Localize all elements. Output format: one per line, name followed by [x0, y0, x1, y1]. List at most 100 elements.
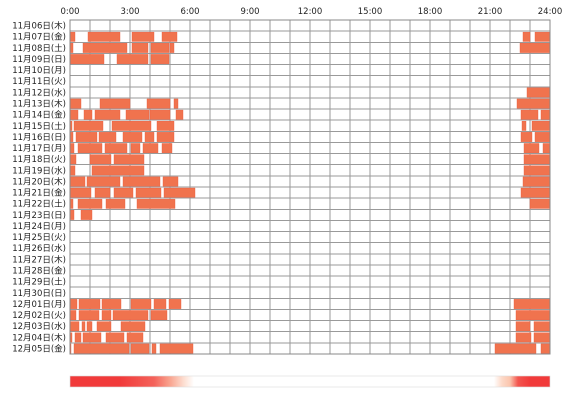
activity-bar-row26-4 — [150, 310, 168, 321]
activity-bar-row10-6 — [520, 132, 533, 142]
activity-bar-row9-4 — [521, 120, 527, 131]
activity-bar-row11-1 — [77, 143, 103, 153]
date-label: 12月03日(水) — [12, 321, 66, 332]
activity-bar-row11-3 — [130, 143, 141, 153]
date-label: 11月26日(水) — [12, 243, 66, 254]
activity-bar-row14-2 — [122, 176, 161, 187]
activity-bar-row16-4 — [529, 198, 551, 209]
activity-bar-row7-4 — [516, 98, 551, 109]
activity-bar-row15-4 — [163, 187, 196, 198]
activity-bar-row2-2 — [131, 43, 149, 53]
activity-bar-row28-3 — [105, 332, 125, 343]
x-tick-label: 18:00 — [418, 7, 443, 17]
activity-bar-row11-0 — [69, 143, 75, 153]
activity-bar-row8-1 — [83, 109, 93, 120]
x-tick-label: 12:00 — [298, 7, 323, 17]
activity-bar-row10-3 — [122, 132, 143, 142]
activity-bar-row1-4 — [522, 31, 531, 42]
activity-bar-row13-0 — [69, 165, 76, 176]
activity-bar-row7-1 — [99, 98, 131, 109]
activity-bar-row9-5 — [531, 120, 551, 131]
chart-frame — [69, 19, 551, 355]
activity-bar-row17-1 — [80, 210, 93, 220]
date-label: 11月11日(火) — [12, 77, 66, 87]
date-label: 11月13日(木) — [12, 99, 66, 110]
activity-bar-row15-0 — [69, 187, 92, 198]
activity-bar-row25-0 — [69, 299, 78, 309]
date-label: 11月10日(月) — [12, 66, 66, 76]
activity-bar-row17-0 — [69, 210, 75, 220]
date-label: 12月04日(木) — [12, 332, 66, 343]
activity-bar-row8-6 — [520, 109, 539, 120]
x-tick-label: 6:00 — [180, 7, 199, 17]
activity-bar-row10-5 — [156, 132, 175, 142]
activity-bar-row27-4 — [120, 321, 146, 332]
activity-bar-row10-1 — [75, 132, 98, 142]
date-label: 11月09日(日) — [12, 55, 66, 65]
activity-bar-row26-5 — [515, 310, 551, 321]
activity-bar-row15-2 — [113, 187, 134, 198]
activity-bar-row1-3 — [161, 31, 178, 42]
activity-bar-row7-3 — [173, 98, 179, 109]
activity-bar-row10-2 — [98, 132, 117, 142]
date-label: 12月01日(月) — [12, 300, 66, 310]
date-label: 11月07日(金) — [12, 32, 66, 43]
activity-bar-row25-5 — [168, 299, 182, 309]
activity-bar-row1-5 — [534, 31, 551, 42]
hour-tick-labels: 0:00 3:00 6:00 9:00 12:00 15:00 18:00 21:00 24:0… — [60, 7, 562, 17]
activity-bar-row15-1 — [94, 187, 111, 198]
activity-bar-row9-2 — [111, 120, 152, 131]
x-tick-label: 24:00 — [538, 7, 563, 17]
activity-bar-row27-5 — [515, 321, 531, 332]
activity-bar-row10-7 — [534, 132, 551, 142]
activity-bar-row27-0 — [69, 321, 80, 332]
activity-bar-row14-3 — [162, 176, 179, 187]
date-label: 11月20日(木) — [12, 176, 66, 187]
activity-bar-row2-5 — [519, 43, 551, 53]
date-label: 11月28日(金) — [12, 266, 66, 277]
activity-bar-row25-1 — [78, 299, 101, 309]
date-label: 11月19日(水) — [12, 165, 66, 176]
activity-bar-row27-6 — [533, 321, 551, 332]
activity-bar-row15-5 — [520, 187, 551, 198]
x-tick-label: 0:00 — [60, 7, 79, 17]
date-label: 11月22日(土) — [12, 199, 66, 210]
activity-bar-row7-2 — [146, 98, 171, 109]
x-tick-label: 15:00 — [358, 7, 383, 17]
date-label: 11月06日(木) — [12, 21, 66, 32]
activity-bar-row26-0 — [69, 310, 77, 321]
activity-bar-row25-6 — [513, 299, 551, 309]
heat-strip — [69, 375, 551, 388]
activity-bar-row29-6 — [540, 343, 551, 354]
activity-bar-row13-2 — [523, 165, 551, 176]
activity-bar-row11-5 — [161, 143, 173, 153]
x-tick-label: 21:00 — [478, 7, 503, 17]
activity-bar-row14-0 — [69, 176, 86, 187]
date-label: 12月05日(金) — [12, 343, 66, 354]
date-label: 11月21日(金) — [12, 188, 66, 199]
date-label: 12月02日(火) — [12, 311, 66, 321]
activity-bar-row1-2 — [131, 31, 155, 42]
date-label: 11月25日(火) — [12, 233, 66, 243]
activity-bar-row14-4 — [522, 176, 551, 187]
activity-bar-row26-2 — [101, 310, 112, 321]
activity-bar-row12-0 — [69, 154, 77, 165]
date-labels: 11月06日(木)11月07日(金)11月08日(土)11月09日(日)11月1… — [12, 21, 66, 355]
activity-bar-row29-4 — [159, 343, 194, 354]
activity-bar-row9-3 — [156, 120, 175, 131]
activity-bars — [69, 31, 551, 354]
activity-bar-row1-0 — [69, 31, 76, 42]
date-label: 11月17日(月) — [12, 144, 66, 154]
activity-bar-row29-1 — [73, 343, 130, 354]
activity-bar-row2-4 — [169, 43, 175, 53]
activity-bar-row29-2 — [130, 343, 150, 354]
date-label: 11月24日(月) — [12, 222, 66, 232]
activity-bar-row26-1 — [78, 310, 100, 321]
activity-bar-row7-0 — [69, 98, 82, 109]
activity-bar-row8-7 — [540, 109, 551, 120]
activity-bar-row3-0 — [69, 54, 105, 64]
activity-bar-row25-4 — [153, 299, 167, 309]
activity-bar-row27-3 — [96, 321, 112, 332]
x-tick-label: 9:00 — [240, 7, 259, 17]
